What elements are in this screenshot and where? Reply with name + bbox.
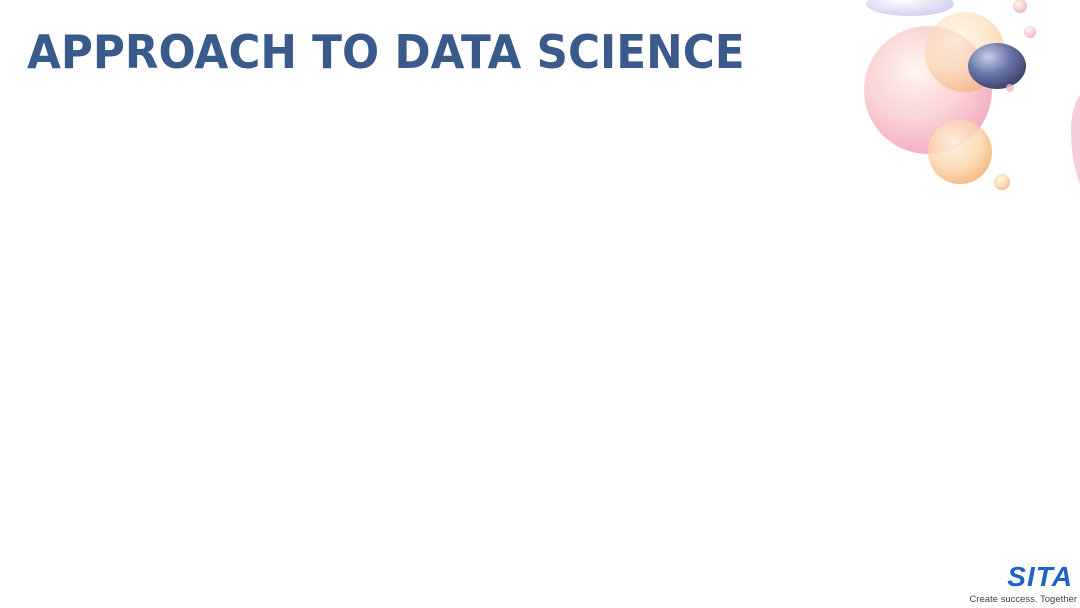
bubble-navy <box>968 43 1026 89</box>
logo-wordmark: SITA <box>1007 561 1073 592</box>
bubble-edge-right <box>1071 95 1080 185</box>
bubble-orange <box>928 120 992 184</box>
slide-title: APPROACH TO DATA SCIENCE <box>27 25 745 79</box>
bubble-small-1 <box>1013 0 1027 13</box>
bubble-small-3 <box>994 174 1010 190</box>
logo-tagline: Create success. Together <box>969 594 1077 605</box>
bubble-small-4 <box>1006 84 1014 92</box>
bubble-top <box>866 0 954 16</box>
sita-logo: SITA Create success. Together <box>957 561 1077 606</box>
bubble-small-2 <box>1024 26 1036 38</box>
decorative-bubbles <box>864 0 1080 190</box>
